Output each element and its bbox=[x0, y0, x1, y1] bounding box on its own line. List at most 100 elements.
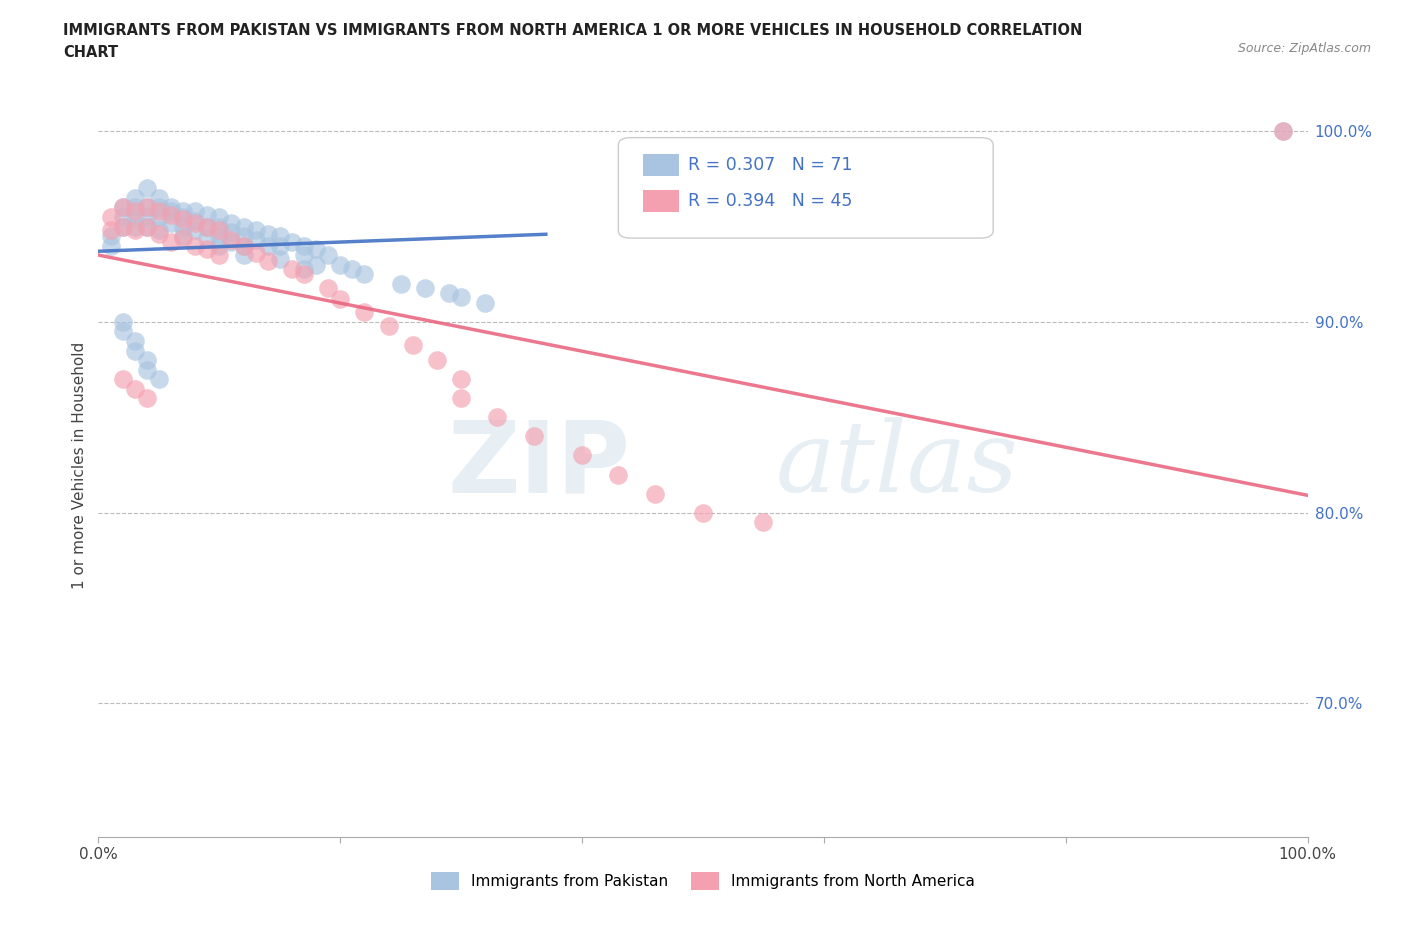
Point bbox=[208, 219, 231, 234]
Point bbox=[135, 209, 157, 224]
Point bbox=[377, 318, 399, 333]
Point bbox=[135, 362, 157, 377]
Point bbox=[232, 219, 254, 234]
Point bbox=[245, 246, 267, 260]
Point bbox=[135, 391, 157, 405]
Point bbox=[195, 207, 218, 222]
Point bbox=[269, 238, 291, 253]
Point bbox=[232, 229, 254, 244]
Point bbox=[342, 261, 364, 276]
Point bbox=[305, 242, 328, 257]
Point bbox=[124, 204, 146, 219]
Point bbox=[232, 247, 254, 262]
Point bbox=[148, 209, 170, 224]
Point bbox=[160, 204, 183, 219]
Point bbox=[172, 219, 194, 234]
Point bbox=[221, 232, 243, 247]
Point bbox=[100, 229, 122, 244]
Point bbox=[111, 219, 134, 234]
Point bbox=[124, 200, 146, 215]
Text: ZIP: ZIP bbox=[447, 417, 630, 513]
Point bbox=[450, 289, 472, 304]
Point bbox=[124, 219, 146, 234]
Text: Source: ZipAtlas.com: Source: ZipAtlas.com bbox=[1237, 42, 1371, 55]
Point bbox=[305, 258, 328, 272]
Point bbox=[221, 225, 243, 240]
Point bbox=[292, 238, 315, 253]
Point bbox=[148, 227, 170, 242]
Point bbox=[1272, 124, 1295, 139]
Point bbox=[124, 209, 146, 224]
Point bbox=[124, 343, 146, 358]
Point bbox=[316, 280, 339, 295]
Point bbox=[148, 223, 170, 238]
Point bbox=[329, 292, 352, 307]
Text: CHART: CHART bbox=[63, 45, 118, 60]
Point bbox=[160, 200, 183, 215]
Point bbox=[135, 219, 157, 234]
Point bbox=[135, 181, 157, 196]
FancyBboxPatch shape bbox=[619, 138, 993, 238]
Point bbox=[292, 247, 315, 262]
Point bbox=[172, 204, 194, 219]
Point bbox=[100, 209, 122, 224]
Point bbox=[256, 238, 278, 253]
Point bbox=[195, 231, 218, 246]
Point bbox=[184, 215, 207, 230]
Point bbox=[450, 391, 472, 405]
Point bbox=[135, 200, 157, 215]
Point bbox=[148, 204, 170, 219]
Point bbox=[100, 223, 122, 238]
Point bbox=[232, 238, 254, 253]
Text: atlas: atlas bbox=[776, 418, 1018, 512]
Point bbox=[172, 211, 194, 226]
Point bbox=[221, 234, 243, 249]
Point bbox=[523, 429, 546, 444]
Point bbox=[353, 267, 375, 282]
Point bbox=[329, 258, 352, 272]
Point bbox=[111, 219, 134, 234]
Point bbox=[208, 229, 231, 244]
Point bbox=[644, 486, 666, 501]
Y-axis label: 1 or more Vehicles in Household: 1 or more Vehicles in Household bbox=[72, 341, 87, 589]
Point bbox=[450, 372, 472, 387]
Point bbox=[195, 242, 218, 257]
Point bbox=[184, 204, 207, 219]
Legend: Immigrants from Pakistan, Immigrants from North America: Immigrants from Pakistan, Immigrants fro… bbox=[425, 866, 981, 897]
Point bbox=[571, 448, 593, 463]
Point bbox=[124, 191, 146, 206]
Point bbox=[124, 334, 146, 349]
Point bbox=[111, 200, 134, 215]
Point bbox=[389, 276, 412, 291]
Point bbox=[402, 338, 425, 352]
Point bbox=[221, 215, 243, 230]
Point bbox=[281, 261, 304, 276]
Point bbox=[208, 238, 231, 253]
Point bbox=[148, 372, 170, 387]
Text: IMMIGRANTS FROM PAKISTAN VS IMMIGRANTS FROM NORTH AMERICA 1 OR MORE VEHICLES IN : IMMIGRANTS FROM PAKISTAN VS IMMIGRANTS F… bbox=[63, 23, 1083, 38]
Point bbox=[111, 372, 134, 387]
Point bbox=[245, 232, 267, 247]
Point bbox=[172, 209, 194, 224]
Point bbox=[256, 227, 278, 242]
Point bbox=[232, 238, 254, 253]
FancyBboxPatch shape bbox=[643, 190, 679, 212]
Point bbox=[269, 229, 291, 244]
Point bbox=[135, 200, 157, 215]
Point bbox=[195, 219, 218, 234]
Point bbox=[184, 238, 207, 253]
Point bbox=[256, 254, 278, 269]
Point bbox=[135, 219, 157, 234]
Point bbox=[426, 352, 449, 367]
Point bbox=[1272, 124, 1295, 139]
Point bbox=[413, 280, 436, 295]
Point bbox=[195, 219, 218, 234]
Point bbox=[607, 467, 630, 482]
Point bbox=[160, 215, 183, 230]
Point bbox=[184, 213, 207, 228]
Point bbox=[100, 238, 122, 253]
Point bbox=[172, 231, 194, 246]
Point bbox=[111, 200, 134, 215]
Point bbox=[172, 229, 194, 244]
Point bbox=[486, 410, 509, 425]
